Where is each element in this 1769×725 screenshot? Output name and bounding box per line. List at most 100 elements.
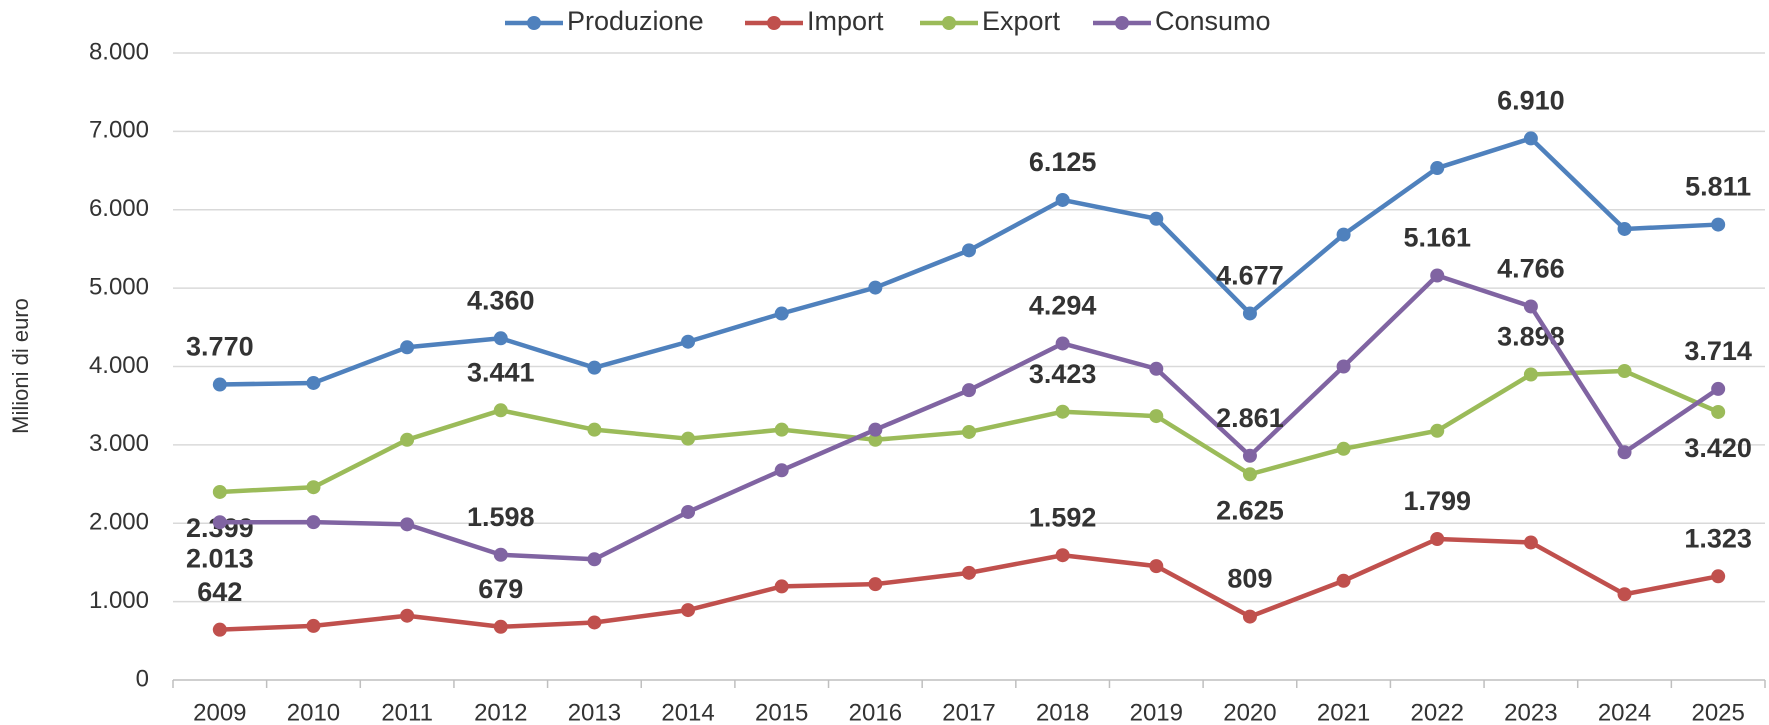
data-label: 642 (197, 577, 242, 607)
data-point (681, 603, 696, 618)
data-point (774, 306, 789, 321)
data-point (868, 280, 883, 295)
data-label: 1.598 (467, 502, 535, 532)
x-tick-label: 2014 (661, 699, 714, 725)
data-point (1617, 364, 1632, 379)
data-point (868, 422, 883, 437)
data-point (400, 517, 415, 532)
data-point (1336, 441, 1351, 456)
data-point (1523, 131, 1538, 146)
data-label: 2.013 (186, 543, 254, 573)
data-point (1242, 306, 1257, 321)
series-line (219, 273, 1720, 562)
x-tick-label: 2025 (1691, 699, 1744, 725)
x-tick-label: 2015 (755, 699, 808, 725)
data-point (1149, 211, 1164, 226)
legend-marker (942, 16, 956, 30)
data-point (212, 377, 227, 392)
data-point (962, 565, 976, 580)
data-point (1242, 609, 1257, 624)
x-tick-label: 2021 (1317, 699, 1370, 725)
data-label: 3.770 (186, 332, 254, 362)
data-point (1430, 268, 1445, 283)
y-tick-label: 0 (136, 665, 149, 692)
data-point (1430, 532, 1445, 547)
data-point (1242, 448, 1257, 463)
data-label: 4.677 (1216, 261, 1284, 291)
y-tick-label: 6.000 (89, 195, 149, 222)
legend-marker (767, 16, 781, 30)
x-tick-label: 2009 (193, 699, 246, 725)
x-tick-label: 2010 (287, 699, 340, 725)
x-tick-label: 2012 (474, 699, 527, 725)
data-label: 2.861 (1216, 403, 1284, 433)
data-point (493, 403, 508, 418)
data-label: 5.161 (1403, 223, 1471, 253)
legend-marker (1115, 16, 1129, 30)
data-point (774, 579, 789, 594)
data-point (1617, 445, 1632, 460)
series-line (219, 136, 1719, 387)
data-point (400, 432, 415, 447)
data-point (681, 431, 696, 446)
x-tick-label: 2018 (1036, 699, 1089, 725)
data-point (493, 547, 508, 562)
data-point (868, 432, 883, 447)
data-point (212, 515, 227, 530)
x-tick-label: 2024 (1598, 699, 1651, 725)
data-label: 3.420 (1684, 433, 1752, 463)
data-point (1055, 192, 1070, 207)
y-tick-label: 1.000 (89, 587, 149, 614)
legend-marker (527, 16, 541, 30)
x-tick-label: 2017 (942, 699, 995, 725)
data-point (1711, 404, 1726, 419)
data-point (1711, 381, 1726, 396)
y-tick-label: 8.000 (89, 38, 149, 65)
data-point (868, 577, 883, 592)
x-tick-label: 2011 (381, 699, 433, 725)
data-point (774, 463, 789, 478)
data-label: 1.323 (1684, 523, 1752, 553)
legend-label: Export (982, 6, 1061, 36)
data-label: 4.766 (1497, 254, 1565, 284)
data-point (1055, 548, 1070, 563)
data-point (1523, 299, 1538, 314)
data-point (774, 422, 789, 437)
x-tick-label: 2013 (568, 699, 621, 725)
data-point (493, 331, 508, 346)
data-point (493, 619, 508, 634)
y-tick-label: 5.000 (89, 273, 149, 300)
data-point (1617, 587, 1632, 602)
data-point (962, 243, 976, 258)
data-label: 809 (1227, 564, 1272, 594)
data-label: 5.811 (1685, 172, 1751, 202)
y-axis-title: Milioni di euro (8, 298, 33, 434)
data-point (587, 552, 602, 567)
data-point (306, 375, 321, 390)
data-label: 3.423 (1029, 359, 1097, 389)
data-point (962, 383, 976, 398)
y-tick-label: 7.000 (89, 117, 149, 144)
data-point (1149, 409, 1164, 424)
x-tick-label: 2020 (1223, 699, 1276, 725)
data-point (212, 622, 227, 637)
data-point (1336, 359, 1351, 374)
x-tick-label: 2016 (849, 699, 902, 725)
data-label: 3.714 (1684, 336, 1752, 366)
data-point (1336, 573, 1351, 588)
data-point (1617, 221, 1632, 236)
data-point (306, 480, 321, 495)
y-tick-label: 3.000 (89, 430, 149, 457)
data-point (1336, 227, 1351, 242)
data-point (1523, 367, 1538, 382)
data-point (587, 422, 602, 437)
legend-label: Produzione (567, 6, 704, 36)
data-label: 679 (478, 574, 523, 604)
data-point (681, 504, 696, 519)
legend-label: Import (807, 6, 884, 36)
data-label: 4.360 (467, 285, 535, 315)
data-point (1242, 467, 1257, 482)
data-point (1055, 404, 1070, 419)
data-point (1711, 569, 1726, 584)
